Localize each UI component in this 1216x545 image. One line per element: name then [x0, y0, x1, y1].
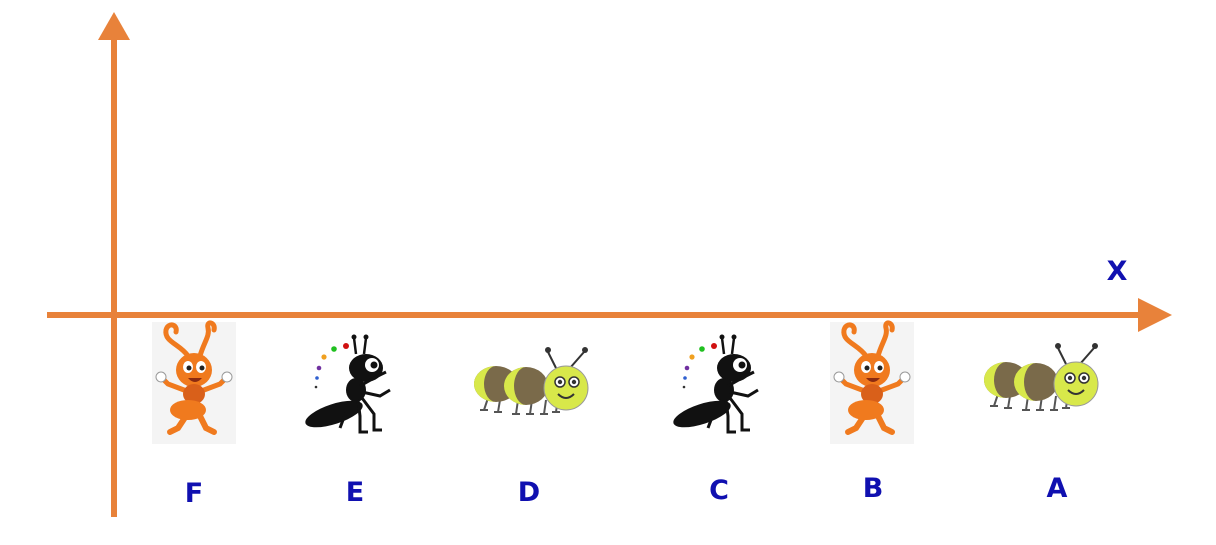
x-axis-arrowhead: [1138, 298, 1172, 332]
caterpillar-icon: [473, 346, 589, 415]
item-label-c: C: [709, 475, 729, 506]
caterpillar-icon: [983, 342, 1099, 411]
orange-ant-icon: [152, 322, 236, 444]
item-label-a: A: [1047, 473, 1068, 504]
y-axis-arrowhead: [98, 12, 130, 40]
item-label-e: E: [346, 477, 364, 508]
orange-ant-icon: [830, 322, 914, 444]
item-label-b: B: [863, 473, 884, 504]
item-d: [473, 346, 589, 415]
item-label-d: D: [518, 477, 540, 508]
item-a: [983, 342, 1099, 411]
item-b: [830, 322, 914, 444]
item-f: [152, 322, 236, 444]
black-ant-icon: [668, 333, 760, 435]
item-c: [668, 333, 760, 435]
x-axis-label: X: [1107, 256, 1128, 287]
item-label-f: F: [185, 478, 203, 509]
black-ant-icon: [300, 333, 392, 435]
item-e: [300, 333, 392, 435]
